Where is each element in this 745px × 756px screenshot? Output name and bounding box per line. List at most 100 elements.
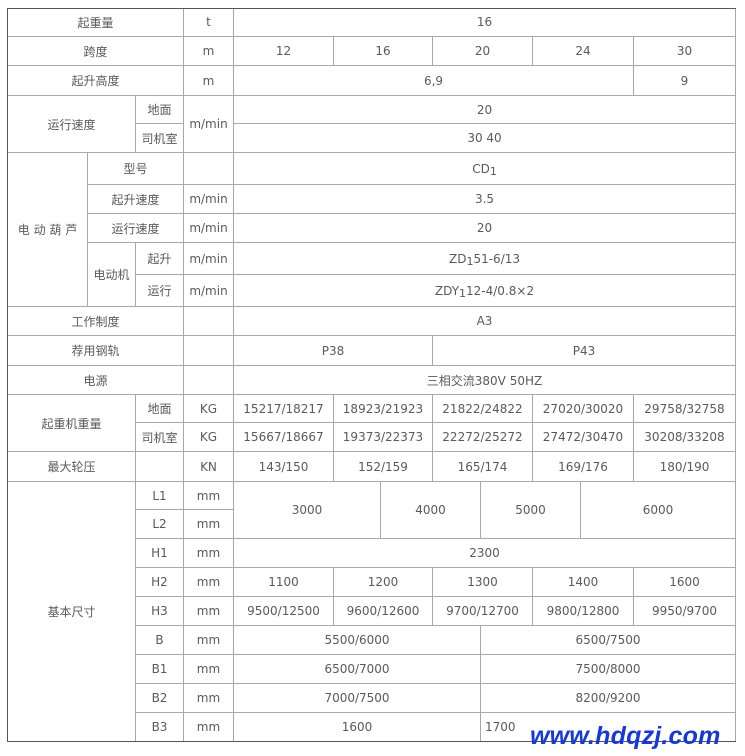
cell-text: L2	[152, 517, 167, 531]
sub-label: B	[136, 626, 184, 655]
unit-cell: mm	[184, 482, 234, 510]
unit-cell: mm	[184, 539, 234, 568]
cell-text: 169/176	[558, 459, 608, 474]
unit-cell: KG	[184, 395, 234, 423]
subscript: 1	[466, 255, 474, 268]
cell-text: B1	[151, 662, 168, 676]
value-cell: 5000	[481, 482, 581, 539]
sub-label: 电动机	[88, 243, 136, 307]
cell-text: 1700	[485, 720, 516, 734]
value-cell: 21822/24822	[433, 395, 533, 423]
value-cell: 27472/30470	[533, 423, 634, 452]
row-label: 电 动 葫 芦	[8, 153, 88, 307]
value-cell: 2300	[234, 539, 736, 568]
sub-label: H2	[136, 568, 184, 597]
value-cell: 9	[634, 66, 736, 96]
value-cell: 30 40	[234, 124, 736, 153]
value-cell: P43	[433, 336, 736, 366]
cell-text: 起升	[147, 252, 172, 266]
cell-text: 165/174	[457, 459, 508, 474]
cell-text: mm	[196, 517, 221, 531]
unit-cell: mm	[184, 510, 234, 539]
cell-text: 152/159	[358, 459, 408, 474]
cell-text: 1600	[341, 720, 373, 734]
cell-text: 电 动 葫 芦	[17, 223, 78, 237]
cell-text: 工作制度	[71, 314, 120, 329]
cell-text: 司机室	[141, 131, 178, 146]
value-cell: 5500/6000	[234, 626, 481, 655]
value-cell: 169/176	[533, 452, 634, 482]
cell-text: 9500/12500	[247, 604, 320, 618]
cell-text: 起重量	[77, 15, 114, 30]
cell-text: 电源	[83, 373, 108, 388]
value-cell: 24	[533, 37, 634, 66]
value-cell: 6000	[581, 482, 736, 539]
sub-label: L2	[136, 510, 184, 539]
value-cell: 27020/30020	[533, 395, 634, 423]
value-cell: 20	[234, 96, 736, 124]
value-cell: 8200/9200	[481, 684, 736, 713]
sub-label: 型号	[88, 153, 184, 185]
cell-text: 20	[476, 102, 493, 117]
cell-text: 1300	[467, 575, 498, 589]
cell-text: 荐用钢轨	[71, 344, 120, 358]
sub-label: 地面	[136, 96, 184, 124]
cell-text: 4000	[415, 503, 446, 517]
value-cell: 6500/7500	[481, 626, 736, 655]
cell-text: 运行速度	[47, 117, 96, 132]
subscript: 1	[489, 165, 497, 178]
cell-text: 18923/21923	[342, 401, 424, 416]
value-cell: 9500/12500	[234, 597, 334, 626]
value-cell: 16	[234, 8, 736, 37]
unit-cell: m/min	[184, 243, 234, 275]
cell-text: 6,9	[423, 73, 444, 88]
unit-cell: mm	[184, 568, 234, 597]
cell-text: 143/150	[258, 459, 309, 474]
cell-text: mm	[196, 633, 221, 647]
value-text: 12-4/0.8×2	[466, 283, 535, 298]
cell-text: 跨度	[83, 44, 108, 59]
unit-cell: mm	[184, 713, 234, 742]
cell-text: KG	[199, 430, 218, 444]
value-cell: 29758/32758	[634, 395, 736, 423]
cell-text: B	[155, 633, 164, 647]
row-label: 荐用钢轨	[8, 336, 184, 366]
value-cell: 152/159	[334, 452, 433, 482]
cell-text: t	[206, 15, 211, 29]
value-cell: 7500/8000	[481, 655, 736, 684]
cell-text: 180/190	[659, 459, 710, 474]
sub-label: L1	[136, 482, 184, 510]
cell-text: 9	[680, 73, 689, 88]
cell-text: 22272/25272	[442, 430, 523, 444]
unit-cell: m/min	[184, 214, 234, 243]
cell-text: 6500/7000	[324, 662, 390, 676]
value-cell: 3.5	[234, 185, 736, 214]
cell-text: H2	[151, 575, 168, 589]
subscript: 1	[459, 287, 467, 300]
value-cell: 143/150	[234, 452, 334, 482]
row-label: 工作制度	[8, 307, 184, 336]
value-cell: 30208/33208	[634, 423, 736, 452]
cell-text: 16	[375, 44, 391, 58]
value-text: ZD	[448, 251, 467, 266]
value-cell: 4000	[381, 482, 481, 539]
value-cell: 1300	[433, 568, 533, 597]
value-cell: 30	[634, 37, 736, 66]
value-cell: 19373/22373	[334, 423, 433, 452]
empty-cell	[136, 452, 184, 482]
cell-text: 24	[575, 44, 591, 58]
sub-label: 地面	[136, 395, 184, 423]
cell-text: mm	[196, 691, 221, 705]
cell-text: 最大轮压	[47, 460, 96, 474]
sub-label: H3	[136, 597, 184, 626]
cell-text: B2	[151, 691, 168, 705]
cell-text: 运行	[147, 284, 172, 298]
value-cell: ZD 1 51-6/13	[234, 243, 736, 275]
unit-cell	[184, 366, 234, 395]
value-cell: 1400	[533, 568, 634, 597]
sub-label: 司机室	[136, 124, 184, 153]
value-cell: 9600/12600	[334, 597, 433, 626]
cell-text: 起升高度	[71, 74, 120, 88]
sub-label: 运行	[136, 275, 184, 307]
